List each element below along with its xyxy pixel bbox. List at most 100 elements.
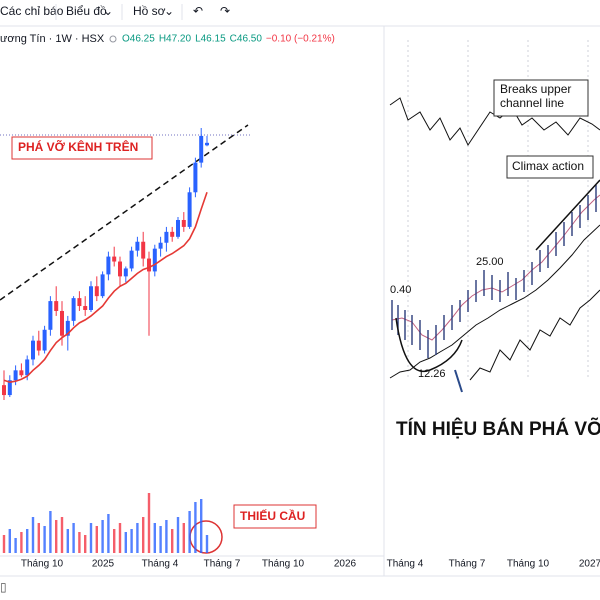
x-axis-label: Tháng 7	[449, 559, 486, 570]
volume-bar	[113, 529, 116, 553]
volume-bar	[171, 529, 174, 553]
x-axis-label: 2025	[92, 559, 115, 570]
price-label: 12.26	[418, 368, 446, 380]
candle-body	[187, 192, 192, 227]
x-axis-label: Tháng 4	[142, 559, 179, 570]
ohlc-value: C46.50	[230, 34, 263, 45]
candle-body	[36, 340, 41, 351]
volume-bar	[84, 535, 87, 553]
candle-body	[129, 250, 134, 269]
volume-bar	[72, 523, 75, 553]
candle-body	[123, 268, 128, 277]
ohlc-value: H47.20	[159, 34, 192, 45]
annotation: PHÁ VỠ KÊNH TRÊN	[18, 139, 138, 154]
volume-bar	[60, 517, 64, 553]
chart-caret: ⌄	[103, 4, 113, 18]
candle-body	[170, 231, 175, 237]
volume-bar	[43, 526, 46, 553]
volume-bar	[188, 511, 191, 553]
price-label: 0.40	[390, 284, 411, 296]
annotation-box	[233, 504, 317, 529]
candle-body	[25, 359, 30, 376]
volume-bar	[153, 523, 156, 553]
candle-body	[118, 261, 122, 277]
volume-bar	[14, 538, 17, 553]
volume-bar	[89, 523, 93, 553]
candle-body	[71, 298, 76, 321]
annotation: Breaks upper channel line	[500, 82, 571, 110]
candle-body	[135, 241, 140, 251]
eye-icon[interactable]	[109, 35, 117, 43]
candle-body	[94, 286, 99, 297]
redo-button[interactable]: ↷	[220, 4, 230, 18]
x-axis-label: 2027	[579, 559, 600, 570]
volume-bar	[8, 529, 11, 553]
toolbar	[0, 0, 600, 26]
volume-bar	[66, 529, 69, 553]
x-axis-label: Tháng 10	[262, 559, 305, 570]
volume-bar	[205, 535, 209, 553]
annotation: Climax action	[512, 159, 584, 173]
moving-average	[3, 192, 208, 384]
volume-bar	[200, 499, 203, 553]
candle-body	[13, 370, 18, 381]
candle-body	[19, 370, 24, 376]
candle-body	[42, 329, 47, 351]
volume-bar	[130, 529, 133, 553]
volume-bar	[49, 511, 52, 553]
candle-body	[60, 310, 64, 336]
candle-body	[83, 306, 88, 310]
volume-bar	[37, 523, 40, 553]
volume-bar	[165, 520, 168, 553]
candle-body	[141, 241, 146, 259]
x-axis-label: Tháng 4	[387, 559, 424, 570]
volume-bar	[26, 529, 29, 553]
volume-bar	[31, 517, 35, 553]
volume-bar	[101, 520, 104, 553]
volume-bar	[78, 532, 81, 553]
chart-button[interactable]: Biểu đồ	[66, 4, 107, 18]
candle-body	[106, 256, 111, 275]
right-panel: Breaks upper channel line Climax action 2…	[383, 26, 600, 576]
volume-bar	[95, 526, 98, 553]
candle-body	[193, 162, 198, 193]
candle-body	[176, 219, 180, 237]
channel-line	[0, 124, 249, 301]
volume-bar	[159, 526, 162, 553]
candle-body	[158, 242, 163, 249]
volume-bar	[182, 523, 185, 553]
annotation: THIẾU CẦU	[240, 508, 305, 523]
candle-body	[89, 286, 93, 310]
volume-bar	[107, 514, 110, 553]
volume-bar	[124, 532, 127, 553]
candle-body	[152, 248, 157, 272]
candle-body	[48, 301, 53, 330]
ohlc-value: −0.10 (−0.21%)	[266, 34, 335, 45]
profile-button[interactable]: Hồ sơ	[133, 4, 166, 18]
indicators-button[interactable]: Các chỉ báo	[0, 4, 64, 18]
candle-body	[2, 385, 6, 396]
x-axis-label: Tháng 10	[21, 559, 64, 570]
candle-body	[65, 320, 70, 336]
volume-bar	[55, 520, 58, 553]
headline: TÍN HIỆU BÁN PHÁ VỠ K	[396, 418, 600, 440]
volume-bar	[142, 517, 145, 553]
volume-bar	[118, 523, 122, 553]
annotation-box	[11, 136, 153, 160]
volume-bar	[2, 535, 6, 553]
ohlc-value: O46.25	[122, 34, 155, 45]
calendar-icon[interactable]: ▯	[0, 580, 7, 594]
volume-bar	[176, 517, 180, 553]
label-box	[493, 79, 589, 117]
undo-button[interactable]: ↶	[193, 4, 203, 18]
price-label: 25.00	[476, 256, 504, 268]
candle-body	[199, 135, 204, 163]
candle-body	[54, 301, 59, 311]
candle-body	[147, 258, 151, 272]
volume-bar	[136, 523, 139, 553]
symbol: ương Tín · 1W · HSX	[0, 33, 105, 45]
profile-caret: ⌄	[164, 4, 174, 18]
volume-bar	[20, 532, 23, 553]
